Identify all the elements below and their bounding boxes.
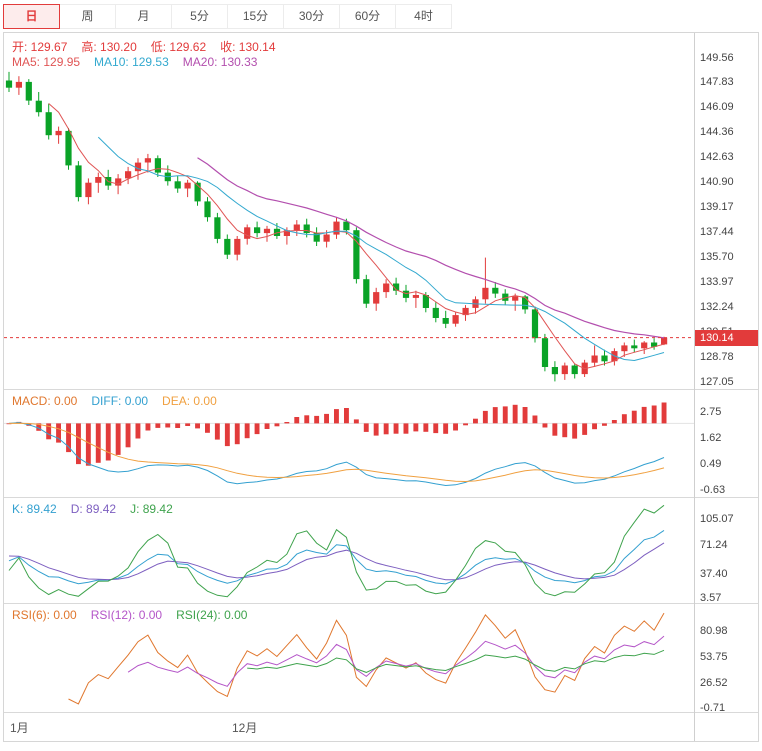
axis-label: 53.75 <box>700 650 728 663</box>
axis-label: 105.07 <box>700 512 734 525</box>
axis-label: 142.63 <box>700 151 734 164</box>
rsi-chart[interactable] <box>4 604 694 713</box>
axis-label: 37.40 <box>700 567 728 580</box>
tab-60min[interactable]: 60分 <box>339 4 396 29</box>
axis-label: 137.44 <box>700 226 734 239</box>
axis-label: 144.36 <box>700 126 734 139</box>
time-label: 12月 <box>232 721 258 735</box>
axis-label: 140.90 <box>700 176 734 189</box>
axis-label: 147.83 <box>700 76 734 89</box>
time-label: 1月 <box>10 721 29 735</box>
tab-week[interactable]: 周 <box>59 4 116 29</box>
tab-30min[interactable]: 30分 <box>283 4 340 29</box>
axis-label: 128.78 <box>700 350 734 363</box>
rsi-panel[interactable]: RSI(6): 0.00 RSI(12): 0.00 RSI(24): 0.00 8… <box>4 604 758 714</box>
candlestick-chart[interactable] <box>4 33 694 390</box>
axis-label: -0.63 <box>700 483 726 496</box>
axis-label: 0.49 <box>700 458 722 471</box>
tab-5min[interactable]: 5分 <box>171 4 228 29</box>
tab-month[interactable]: 月 <box>115 4 172 29</box>
macd-chart[interactable] <box>4 390 694 498</box>
last-price-tag: 130.14 <box>695 329 758 346</box>
period-toolbar: 日周月 5分 15分 30分 60分 4时 <box>3 4 452 30</box>
axis-label: 132.24 <box>700 300 734 313</box>
time-axis: 1月 12月 <box>4 713 758 740</box>
kdj-panel[interactable]: K: 89.42 D: 89.42 J: 89.42 105.07 71.24 37.4… <box>4 498 758 604</box>
axis-label: 2.75 <box>700 406 722 419</box>
axis-label: 133.97 <box>700 275 734 288</box>
tab-4hour[interactable]: 4时 <box>395 4 452 29</box>
price-panel[interactable]: 开: 129.67 高: 130.20 低: 129.62 收: 130.14 MA5… <box>4 33 758 390</box>
axis-label: 139.17 <box>700 201 734 214</box>
tab-15min[interactable]: 15分 <box>227 4 284 29</box>
chart-area: 开: 129.67 高: 130.20 低: 129.62 收: 130.14 MA5… <box>3 32 759 742</box>
axis-label: 135.70 <box>700 251 734 264</box>
tab-day[interactable]: 日 <box>3 4 60 29</box>
macd-panel[interactable]: MACD: 0.00 DIFF: 0.00 DEA: 0.00 2.75 1.62 0.… <box>4 390 758 498</box>
axis-label: 1.62 <box>700 432 722 445</box>
axis-label: 80.98 <box>700 624 728 637</box>
axis-label: 149.56 <box>700 51 734 64</box>
axis-label: 26.52 <box>700 677 728 690</box>
axis-label: 71.24 <box>700 539 728 552</box>
kdj-chart[interactable] <box>4 498 694 604</box>
axis-label: 127.05 <box>700 375 734 388</box>
axis-label: 3.57 <box>700 592 722 605</box>
axis-label: 146.09 <box>700 101 734 114</box>
